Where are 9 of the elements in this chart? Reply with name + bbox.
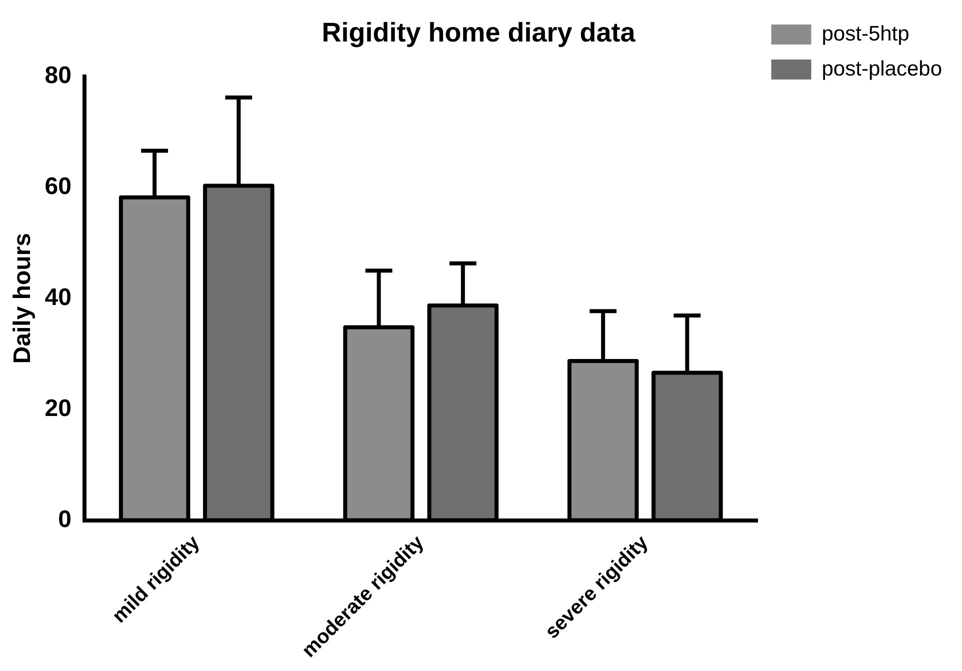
- y-tick-label: 0: [58, 506, 72, 533]
- y-tick-label: 20: [44, 394, 72, 422]
- y-tick-label: 80: [44, 62, 72, 90]
- y-tick-label: 40: [44, 284, 72, 311]
- legend-label: post-placebo: [822, 57, 942, 80]
- chart-title: Rigidity home diary data: [322, 18, 636, 48]
- y-tick-label: 60: [44, 173, 72, 200]
- y-axis-title: Daily hours: [9, 232, 36, 364]
- legend-label: post-5htp: [822, 22, 910, 46]
